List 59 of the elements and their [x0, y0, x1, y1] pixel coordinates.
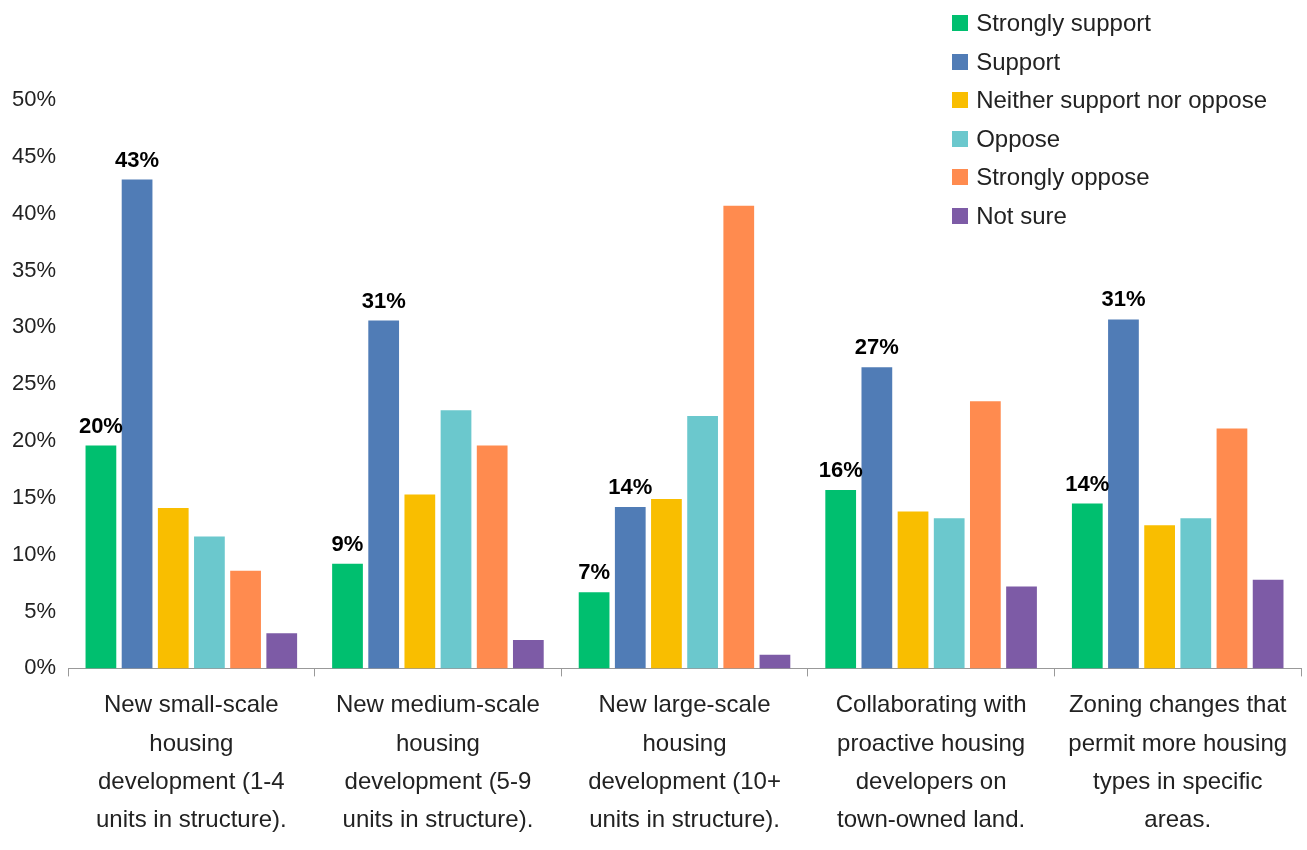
- x-tick-label: Zoning changes that permit more housing types in specific areas.: [1068, 690, 1288, 833]
- legend-label: Not sure: [976, 201, 1067, 230]
- y-tick-label: 40%: [11, 199, 57, 225]
- x-tick-label: New small-scale housing development (1-4 units in structure).: [95, 690, 287, 833]
- legend-label: Strongly oppose: [976, 163, 1150, 192]
- bar: [1252, 579, 1284, 669]
- y-tick-label: 10%: [11, 540, 57, 566]
- y-tick-label: 25%: [11, 370, 57, 396]
- y-tick-label: 20%: [11, 427, 57, 453]
- bar: [651, 499, 682, 669]
- bar: [121, 179, 153, 669]
- y-tick-label: 5%: [24, 597, 57, 623]
- bar: [230, 570, 261, 669]
- y-tick-label: 30%: [11, 313, 57, 339]
- y-tick-label: 15%: [11, 483, 57, 509]
- bar: [404, 494, 436, 669]
- data-label: 31%: [1101, 286, 1146, 312]
- bar: [332, 563, 363, 669]
- x-tick-label: New medium-scale housing development (5-9 units in structure).: [335, 690, 540, 833]
- bar: [512, 639, 544, 669]
- bar: [723, 205, 755, 669]
- bar: [933, 518, 965, 669]
- data-label: 27%: [854, 334, 899, 360]
- bar: [1108, 319, 1139, 669]
- legend-label: Strongly support: [976, 9, 1151, 38]
- data-label: 31%: [361, 287, 406, 313]
- bar: [266, 633, 298, 669]
- bar: [897, 511, 929, 669]
- data-label: 43%: [115, 146, 160, 172]
- bar: [1216, 428, 1248, 669]
- legend-label: Neither support nor oppose: [976, 86, 1267, 115]
- bar: [1144, 525, 1175, 669]
- bar: [578, 592, 610, 669]
- bar: [969, 401, 1001, 669]
- legend-label: Support: [976, 47, 1061, 76]
- bar: [368, 320, 400, 669]
- bar: [85, 445, 117, 669]
- data-label: 9%: [331, 530, 364, 556]
- y-tick-label: 50%: [11, 86, 57, 112]
- y-tick-label: 0%: [24, 654, 57, 680]
- bar: [861, 367, 893, 669]
- bar: [825, 489, 857, 669]
- bar: [476, 445, 508, 669]
- x-tick-label: Collaborating with proactive housing developers on town-owned land.: [835, 690, 1027, 833]
- data-label: 7%: [578, 559, 610, 585]
- bar: [1180, 518, 1212, 669]
- bar: [614, 506, 646, 669]
- legend-label: Oppose: [976, 124, 1061, 153]
- y-tick-label: 35%: [11, 256, 57, 282]
- bar: [1071, 503, 1103, 669]
- bar: [194, 536, 225, 669]
- bar: [1006, 586, 1037, 669]
- bar: [440, 410, 472, 669]
- data-label: 14%: [608, 474, 653, 500]
- x-tick-label: New large-scale housing development (10+ units in structure).: [588, 690, 781, 833]
- y-tick-label: 45%: [11, 142, 57, 168]
- bar: [157, 508, 189, 669]
- bar: [759, 654, 791, 669]
- bar: [687, 416, 718, 669]
